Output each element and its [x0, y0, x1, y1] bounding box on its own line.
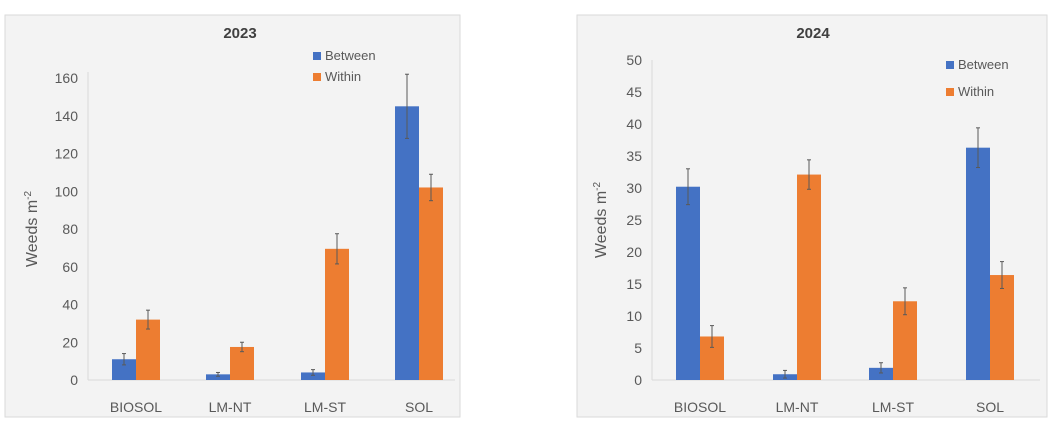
- y-tick-label: 35: [626, 148, 642, 164]
- y-axis-label: Weeds m-2: [23, 190, 41, 267]
- y-tick-label: 5: [634, 340, 642, 356]
- legend-label-between: Between: [958, 57, 1009, 72]
- bar-within-lm-st: [325, 248, 349, 380]
- x-tick-label: LM-ST: [304, 399, 346, 415]
- y-tick-label: 10: [626, 308, 642, 324]
- y-tick-label: 30: [626, 180, 642, 196]
- bar-between-lm-st: [869, 367, 893, 380]
- bar-within-sol: [419, 187, 443, 380]
- y-tick-label: 160: [55, 70, 79, 86]
- chart-2023: 2023 0 20 40 60 80 100 120 140 160 Weeds m-2 BIOSOL…: [4, 14, 461, 418]
- bar-between-biosol: [112, 359, 136, 380]
- bar-within-lm-nt: [230, 346, 254, 380]
- y-axis-label-text: Weeds m: [593, 191, 610, 258]
- y-tick-label: 40: [62, 297, 78, 313]
- x-tick-label: SOL: [976, 399, 1004, 415]
- chart-2024: 2024 0 5 10 15 20 25 30 35 40 45 50 Weeds m-2 BIOSOL L…: [576, 14, 1048, 418]
- x-tick-label: LM-NT: [209, 399, 252, 415]
- bar-between-lm-nt: [206, 374, 230, 380]
- bar-between-biosol: [676, 186, 700, 380]
- legend-swatch-between: [946, 61, 954, 69]
- y-tick-label: 45: [626, 84, 642, 100]
- y-axis-label-text: Weeds m: [24, 200, 41, 267]
- y-tick-label: 40: [626, 116, 642, 132]
- y-tick-label: 140: [55, 108, 79, 124]
- legend-swatch-between: [313, 52, 321, 60]
- y-axis-label-superscript: -2: [23, 190, 34, 199]
- bar-within-biosol: [136, 319, 160, 380]
- y-axis-label: Weeds m-2: [592, 181, 610, 258]
- chart-title: 2023: [223, 25, 256, 42]
- bar-between-sol: [395, 106, 419, 380]
- bar-between-sol: [966, 147, 990, 380]
- y-axis-label-superscript: -2: [592, 181, 603, 190]
- y-tick-label: 15: [626, 276, 642, 292]
- y-tick-label: 20: [626, 244, 642, 260]
- y-tick-label: 0: [70, 372, 78, 388]
- legend-swatch-within: [313, 73, 321, 81]
- x-tick-label: BIOSOL: [674, 399, 726, 415]
- legend-label-within: Within: [958, 84, 994, 99]
- chart-title: 2024: [796, 25, 830, 42]
- bar-within-sol: [990, 275, 1014, 380]
- y-tick-label: 60: [62, 259, 78, 275]
- y-tick-label: 100: [55, 183, 79, 199]
- legend-label-between: Between: [325, 48, 376, 63]
- bar-within-lm-nt: [797, 174, 821, 380]
- y-tick-label: 80: [62, 221, 78, 237]
- y-tick-label: 20: [62, 334, 78, 350]
- y-tick-label: 120: [55, 146, 79, 162]
- x-tick-label: LM-NT: [776, 399, 819, 415]
- y-tick-label: 25: [626, 212, 642, 228]
- x-tick-label: LM-ST: [872, 399, 914, 415]
- y-tick-label: 50: [626, 52, 642, 68]
- y-tick-label: 0: [634, 372, 642, 388]
- legend-label-within: Within: [325, 69, 361, 84]
- legend-swatch-within: [946, 88, 954, 96]
- x-tick-label: BIOSOL: [110, 399, 162, 415]
- bar-between-lm-st: [301, 372, 325, 380]
- x-tick-label: SOL: [405, 399, 433, 415]
